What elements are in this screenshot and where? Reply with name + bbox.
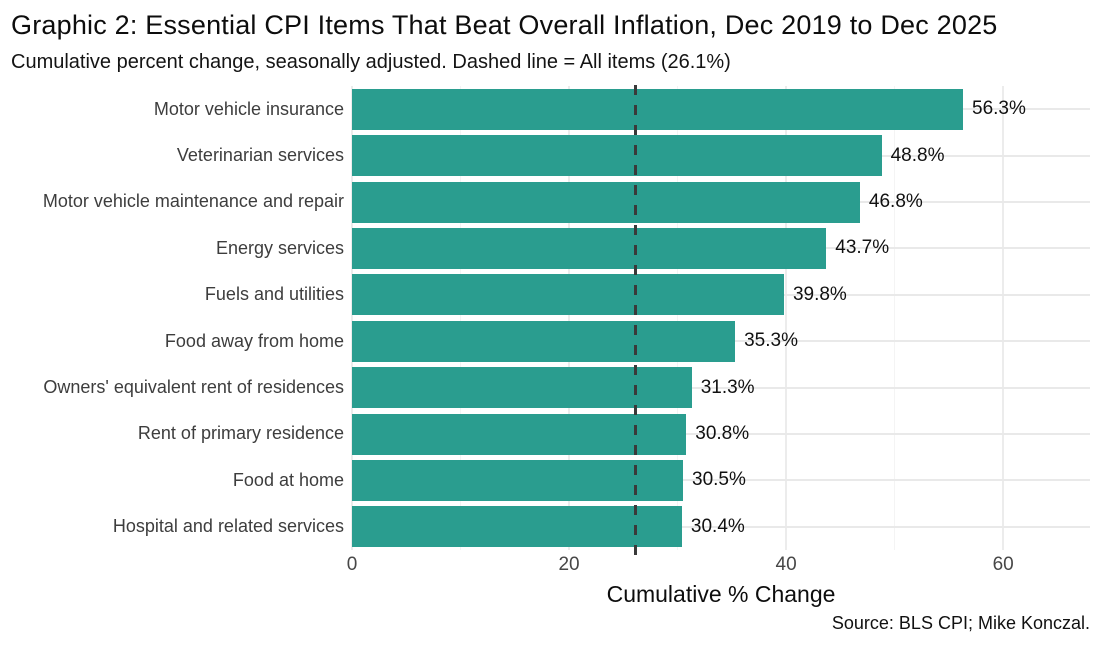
category-label: Energy services — [215, 237, 344, 258]
source-note: Source: BLS CPI; Mike Konczal. — [831, 613, 1090, 633]
gridline-vertical-major — [351, 86, 353, 550]
category-label: Rent of primary residence — [137, 423, 344, 444]
category-label: Veterinarian services — [176, 145, 344, 166]
category-label: Motor vehicle insurance — [153, 98, 344, 119]
category-label: Owners' equivalent rent of residences — [43, 377, 344, 398]
bar — [352, 227, 827, 269]
category-labels-column: Motor vehicle insurance Veterinarian serv… — [0, 86, 344, 550]
bar — [352, 135, 882, 177]
value-label: 30.5% — [692, 469, 746, 491]
value-label: 56.3% — [972, 98, 1026, 120]
bar — [352, 367, 692, 409]
gridline-horizontal — [352, 433, 1090, 435]
gridline-vertical-major — [568, 86, 571, 550]
bar — [352, 274, 784, 316]
x-axis: 0 20 40 60 — [347, 554, 1090, 578]
x-tick-label: 20 — [558, 554, 580, 575]
bar — [352, 320, 736, 362]
value-label: 43.7% — [835, 237, 890, 259]
category-label: Food at home — [232, 469, 344, 490]
bar — [352, 181, 860, 223]
gridline-vertical-minor — [677, 86, 679, 550]
value-label: 39.8% — [792, 283, 847, 305]
x-tick-label: 0 — [346, 554, 358, 575]
bar — [352, 413, 687, 455]
gridline-horizontal — [352, 386, 1090, 389]
category-label: Food away from home — [164, 330, 344, 351]
bar — [352, 506, 682, 548]
chart-title: Graphic 2: Essential CPI Items That Beat… — [11, 10, 998, 40]
category-label: Hospital and related services — [112, 516, 344, 537]
value-label: 31.3% — [700, 376, 755, 398]
x-tick-label: 40 — [775, 554, 797, 575]
chart-subtitle: Cumulative percent change, seasonally ad… — [11, 51, 731, 73]
bar — [352, 88, 964, 130]
gridline-vertical-minor — [460, 86, 462, 550]
category-label: Motor vehicle maintenance and repair — [42, 191, 344, 212]
x-axis-title: Cumulative % Change — [606, 581, 836, 607]
gridline-vertical-major — [785, 86, 788, 550]
value-label: 48.8% — [890, 144, 945, 166]
category-label: Fuels and utilities — [204, 284, 344, 305]
gridline-horizontal — [352, 479, 1090, 482]
value-label: 30.8% — [695, 423, 750, 444]
gridline-horizontal — [352, 525, 1090, 528]
bar — [352, 459, 683, 501]
reference-line — [633, 85, 637, 555]
x-tick-label: 60 — [992, 554, 1014, 575]
value-label: 46.8% — [868, 191, 923, 212]
value-label: 30.4% — [690, 515, 745, 537]
gridline-vertical-minor — [894, 86, 896, 550]
value-label: 35.3% — [744, 330, 798, 352]
plot-panel: 56.3% 48.8% 46.8% 43.7% 39.8% 35.3% 31.3% 30.8%… — [351, 85, 1090, 555]
gridline-vertical-major — [1002, 86, 1005, 550]
